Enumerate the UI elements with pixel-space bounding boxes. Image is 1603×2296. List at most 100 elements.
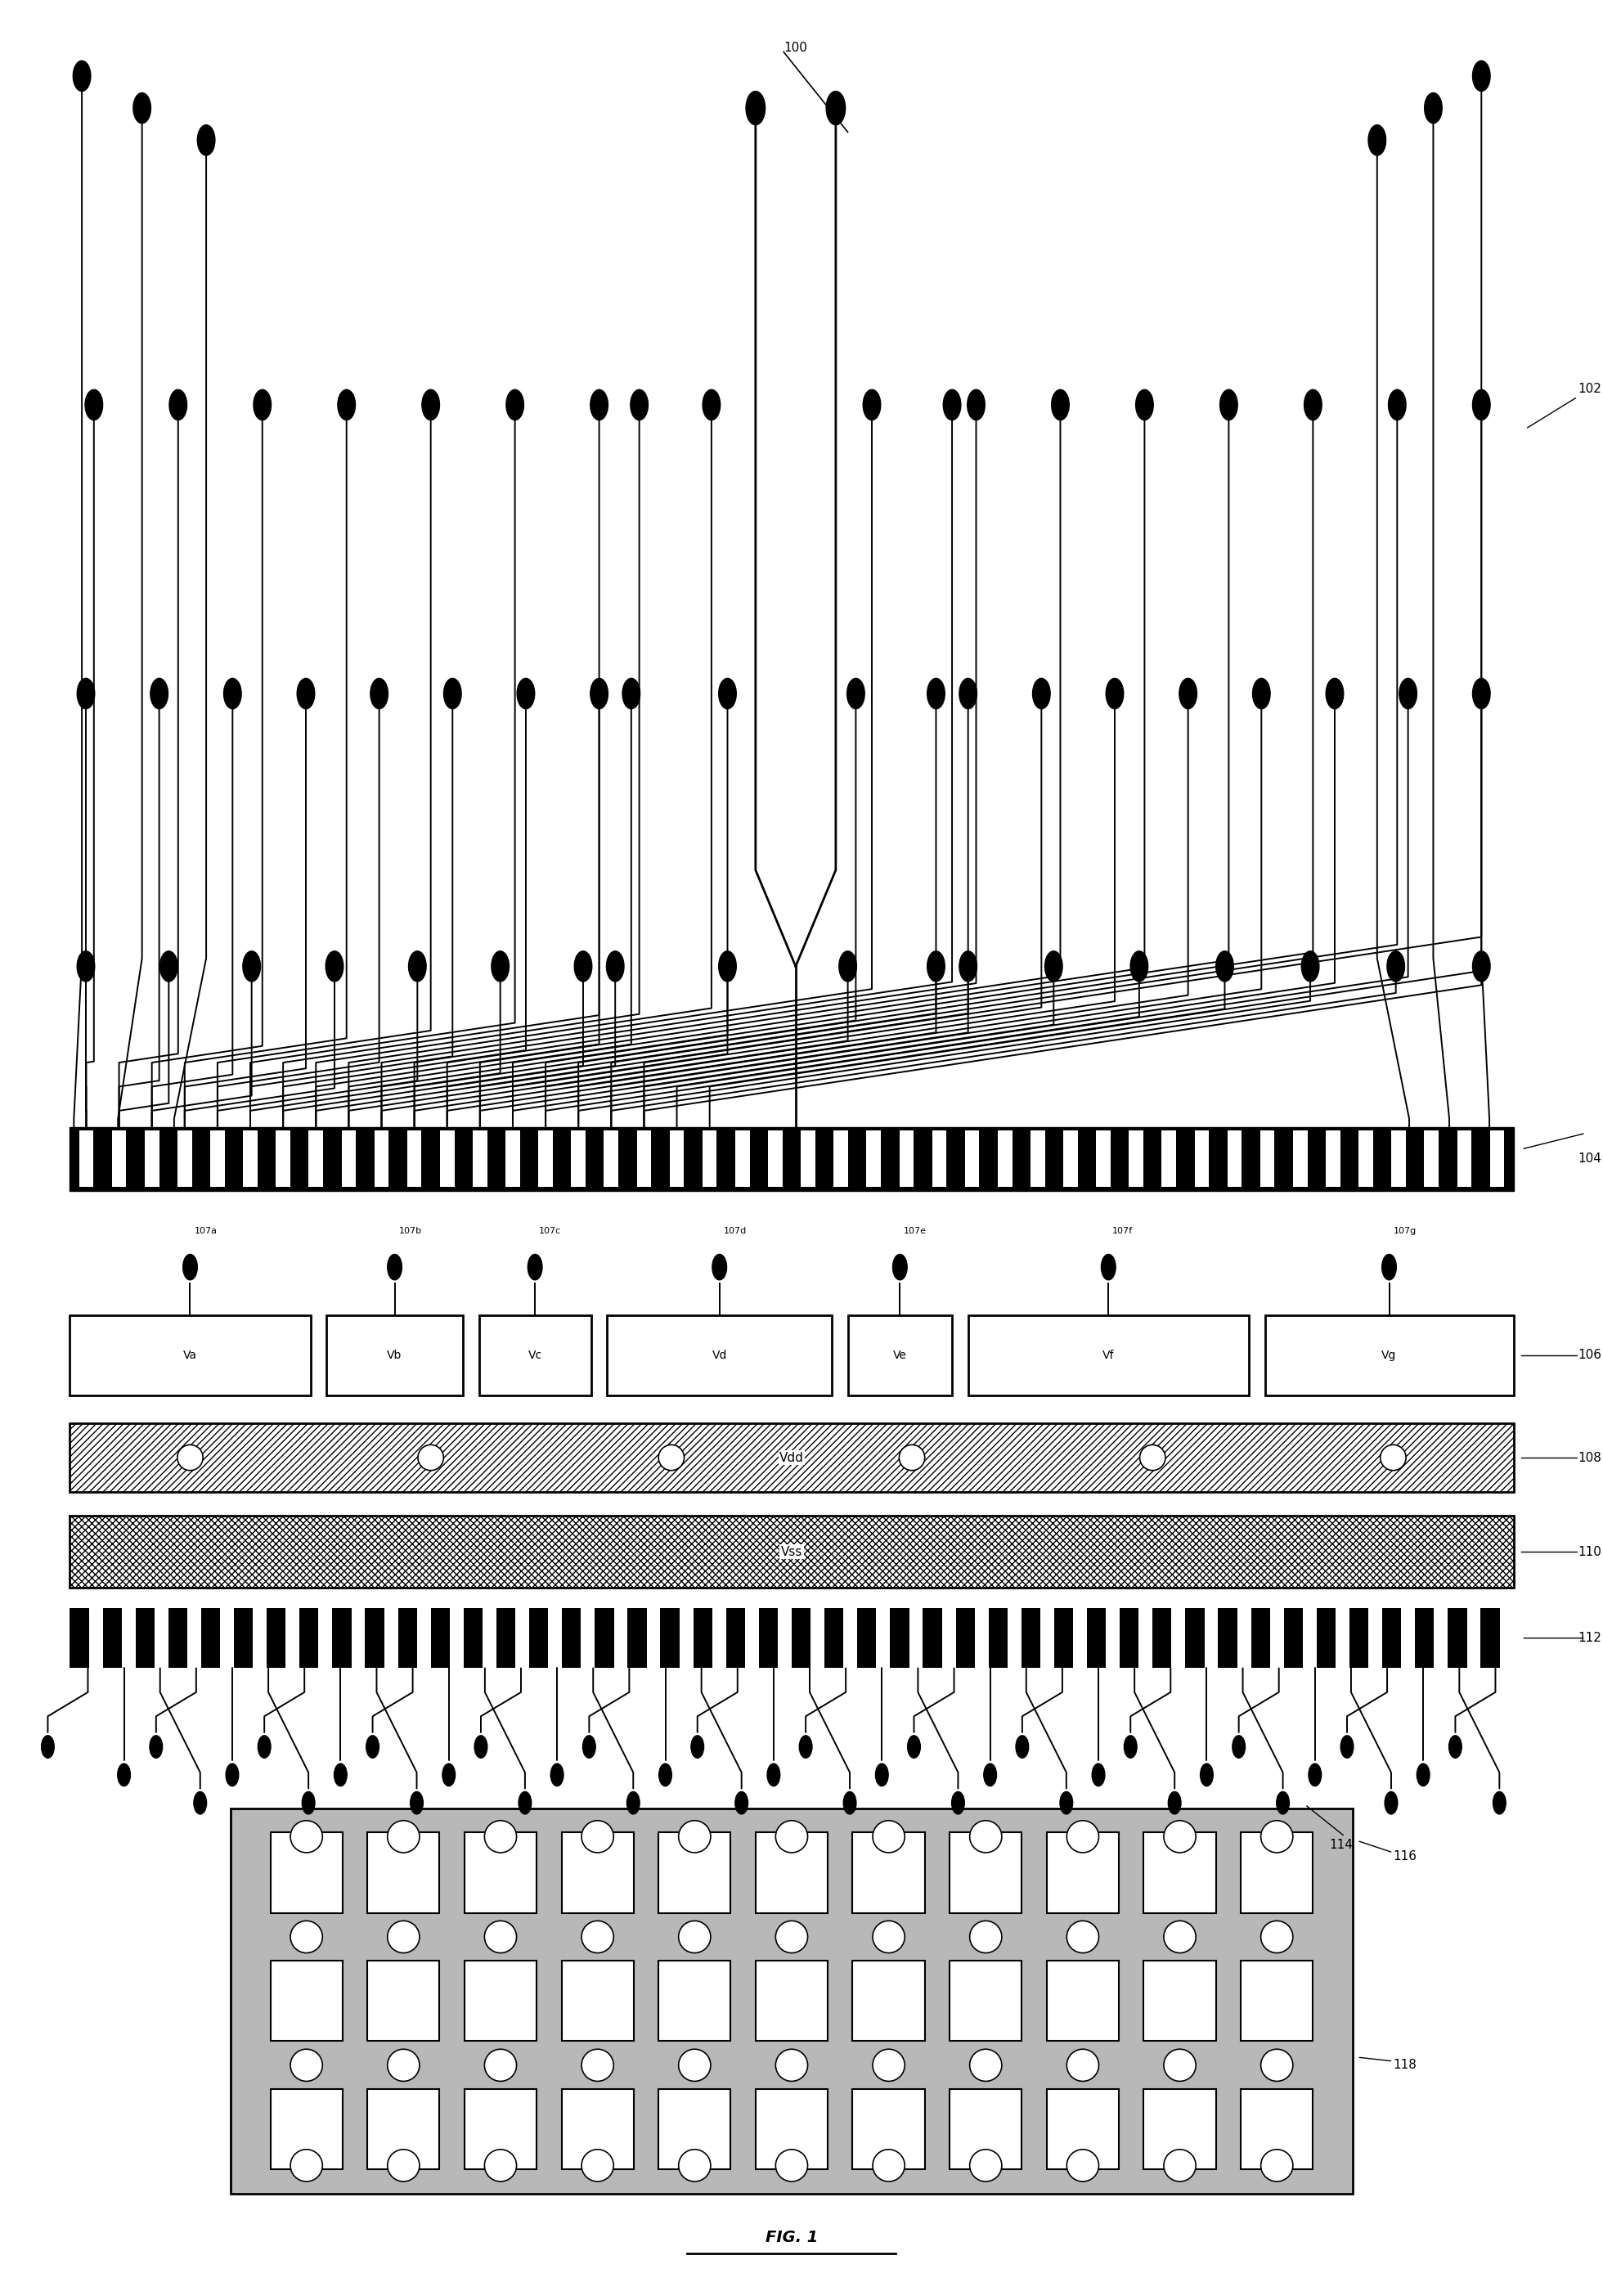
Ellipse shape [1124,1736,1137,1759]
Ellipse shape [409,951,426,983]
Ellipse shape [1308,1763,1321,1786]
Bar [1047,1832,1119,1913]
Bar [210,1130,224,1187]
Text: 107e: 107e [904,1226,927,1235]
Bar [692,1607,712,1669]
Bar [670,1130,684,1187]
Circle shape [970,1821,1002,1853]
Ellipse shape [630,390,648,420]
Bar [931,1130,946,1187]
Text: 108: 108 [1577,1451,1601,1465]
Circle shape [582,1821,614,1853]
Ellipse shape [712,1254,726,1279]
Circle shape [899,1444,925,1469]
Bar [1120,1607,1138,1669]
Bar [1087,1607,1106,1669]
Ellipse shape [1473,677,1491,709]
Circle shape [678,2048,710,2080]
Bar [332,1607,351,1669]
Ellipse shape [1276,1791,1289,1814]
Bar [1423,1130,1438,1187]
Bar [702,1130,717,1187]
Ellipse shape [253,390,271,420]
Text: Vg: Vg [1382,1350,1396,1362]
Ellipse shape [1233,1736,1246,1759]
Bar [1415,1607,1435,1669]
Bar [802,1130,816,1187]
Circle shape [582,2048,614,2080]
Bar [968,1316,1249,1396]
Ellipse shape [736,1791,749,1814]
Ellipse shape [843,1791,856,1814]
Circle shape [872,1821,904,1853]
Circle shape [776,1821,808,1853]
Ellipse shape [893,1254,907,1279]
Text: 116: 116 [1393,1851,1417,1862]
Bar [1260,1130,1274,1187]
Bar [1096,1130,1111,1187]
Text: 107a: 107a [194,1226,216,1235]
Bar [1489,1130,1504,1187]
Bar [465,1832,537,1913]
Ellipse shape [927,951,944,983]
Bar [1194,1130,1209,1187]
Text: 107g: 107g [1393,1226,1417,1235]
Ellipse shape [1130,951,1148,983]
Ellipse shape [338,390,356,420]
Bar [1391,1130,1406,1187]
Ellipse shape [85,390,103,420]
Ellipse shape [907,1736,920,1759]
Ellipse shape [1180,677,1197,709]
Circle shape [290,1821,322,1853]
Text: Vf: Vf [1103,1350,1114,1362]
Circle shape [484,1821,516,1853]
Text: 114: 114 [1329,1839,1353,1851]
Bar [1326,1130,1340,1187]
Text: Ve: Ve [893,1350,907,1362]
Ellipse shape [627,1791,640,1814]
Bar [271,1832,343,1913]
Ellipse shape [388,1254,402,1279]
Circle shape [290,1922,322,1954]
Circle shape [970,2048,1002,2080]
Ellipse shape [1326,677,1343,709]
Ellipse shape [590,677,608,709]
Bar [439,1130,454,1187]
Circle shape [388,1922,420,1954]
Bar [1382,1607,1401,1669]
Circle shape [1380,1444,1406,1469]
Bar [375,1130,390,1187]
Bar [309,1130,324,1187]
Text: 106: 106 [1577,1350,1601,1362]
Bar [965,1130,979,1187]
Circle shape [776,2149,808,2181]
Ellipse shape [1340,1736,1353,1759]
Bar [1021,1607,1040,1669]
Ellipse shape [226,1763,239,1786]
Ellipse shape [1220,390,1238,420]
Ellipse shape [1387,951,1404,983]
Bar [989,1607,1008,1669]
Circle shape [1066,1821,1098,1853]
Bar [659,1961,731,2041]
Ellipse shape [1399,677,1417,709]
Bar [736,1130,750,1187]
Text: 112: 112 [1577,1632,1601,1644]
Bar [755,1961,827,2041]
Bar [1241,2089,1313,2170]
Bar [271,1961,343,2041]
Bar [755,1832,827,1913]
Circle shape [582,1922,614,1954]
Ellipse shape [74,60,91,92]
Bar [1316,1607,1335,1669]
Ellipse shape [622,677,640,709]
Ellipse shape [149,1736,162,1759]
Bar [758,1607,777,1669]
Ellipse shape [875,1763,888,1786]
Circle shape [290,2149,322,2181]
Bar [1241,1961,1313,2041]
Ellipse shape [197,124,215,156]
Bar [1047,2089,1119,2170]
Text: 100: 100 [784,41,808,55]
Bar [266,1607,285,1669]
